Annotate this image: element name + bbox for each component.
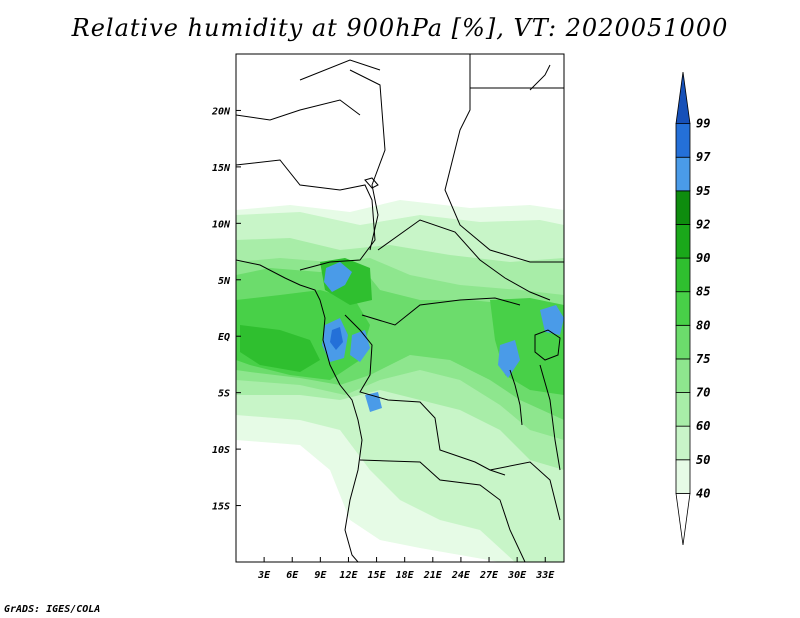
- colorbar-segment: [675, 459, 691, 494]
- lat-tick-label: EQ: [218, 332, 230, 343]
- colorbar-segment: [675, 358, 691, 393]
- lon-tick-label: 15E: [368, 570, 387, 581]
- colorbar-label: 95: [696, 184, 710, 198]
- lon-tick-label: 12E: [339, 570, 358, 581]
- border-libya: [299, 59, 381, 81]
- humidity-band-95-a: [324, 262, 352, 292]
- humidity-band-95-d: [498, 340, 520, 378]
- humidity-band-97: [330, 327, 343, 350]
- country-borders: [236, 54, 564, 562]
- colorbar: 40 50 60 70 75 80 85 90 92 95 97 99: [675, 71, 711, 546]
- border-tanzania: [539, 364, 561, 471]
- colorbar-label: 97: [696, 150, 711, 164]
- colorbar-segment: [675, 392, 691, 427]
- lat-tick-label: 5S: [218, 389, 230, 400]
- lat-tick-label: 20N: [211, 106, 231, 117]
- border-zambia: [489, 461, 561, 521]
- border-car: [377, 219, 551, 301]
- border-nigeria: [236, 159, 376, 271]
- humidity-band-95-c: [350, 330, 370, 362]
- lon-tick-label: 3E: [257, 570, 271, 581]
- colorbar-segment: [675, 291, 691, 326]
- axis-ticks: 3E 6E 9E 12E 15E 18E 21E 24E 27E 30E 33E 20N 15N 10N 5…: [211, 106, 555, 581]
- colorbar-segment: [675, 257, 691, 293]
- colorbar-label: 75: [696, 352, 710, 366]
- lon-tick-label: 9E: [314, 570, 327, 581]
- colorbar-segment: [675, 425, 691, 461]
- humidity-field: [236, 200, 564, 562]
- lon-tick-label: 30E: [507, 570, 527, 581]
- colorbar-label: 90: [696, 251, 710, 265]
- credit-text: GrADS: IGES/COLA: [4, 604, 101, 615]
- border-niger: [236, 99, 361, 121]
- border-angola: [359, 459, 526, 562]
- border-chad: [349, 69, 386, 251]
- border-drc-north: [361, 297, 521, 326]
- lat-tick-label: 15S: [212, 502, 230, 513]
- colorbar-segment: [675, 190, 691, 225]
- map-frame: [235, 53, 565, 563]
- colorbar-label: 80: [696, 318, 710, 332]
- lon-tick-label: 6E: [286, 570, 299, 581]
- border-congo: [344, 314, 506, 476]
- humidity-band-95-e: [540, 305, 564, 335]
- lake-chad: [364, 177, 379, 189]
- colorbar-label: 50: [696, 453, 710, 467]
- chart-title: Relative humidity at 900hPa [%], VT: 202…: [71, 14, 729, 42]
- lat-tick-label: 10S: [212, 445, 230, 456]
- west-africa-coastline: [236, 259, 363, 562]
- lon-tick-label: 24E: [451, 570, 471, 581]
- lon-tick-label: 18E: [396, 570, 415, 581]
- colorbar-label: 85: [696, 285, 710, 299]
- colorbar-segment: [675, 123, 691, 158]
- border-sudan: [444, 54, 564, 263]
- colorbar-label: 60: [696, 419, 710, 433]
- lon-tick-label: 21E: [423, 570, 443, 581]
- humidity-band-90: [240, 325, 320, 372]
- lake-victoria: [534, 329, 561, 361]
- lat-tick-label: 15N: [212, 163, 231, 174]
- red-sea-coast: [529, 64, 551, 91]
- colorbar-label: 92: [696, 217, 710, 231]
- lon-tick-label: 27E: [479, 570, 499, 581]
- lon-tick-label: 33E: [535, 570, 555, 581]
- colorbar-label: 40: [696, 486, 710, 500]
- colorbar-segment: [675, 324, 691, 360]
- colorbar-min-triangle: [675, 492, 691, 546]
- colorbar-segment: [675, 224, 691, 259]
- lat-tick-label: 5N: [218, 276, 231, 287]
- colorbar-max-triangle: [675, 71, 691, 125]
- lake-tanganyika: [509, 369, 523, 426]
- colorbar-segment: [675, 156, 691, 192]
- colorbar-label: 70: [696, 386, 710, 400]
- colorbar-label: 99: [696, 117, 710, 131]
- lat-tick-label: 10N: [212, 219, 231, 230]
